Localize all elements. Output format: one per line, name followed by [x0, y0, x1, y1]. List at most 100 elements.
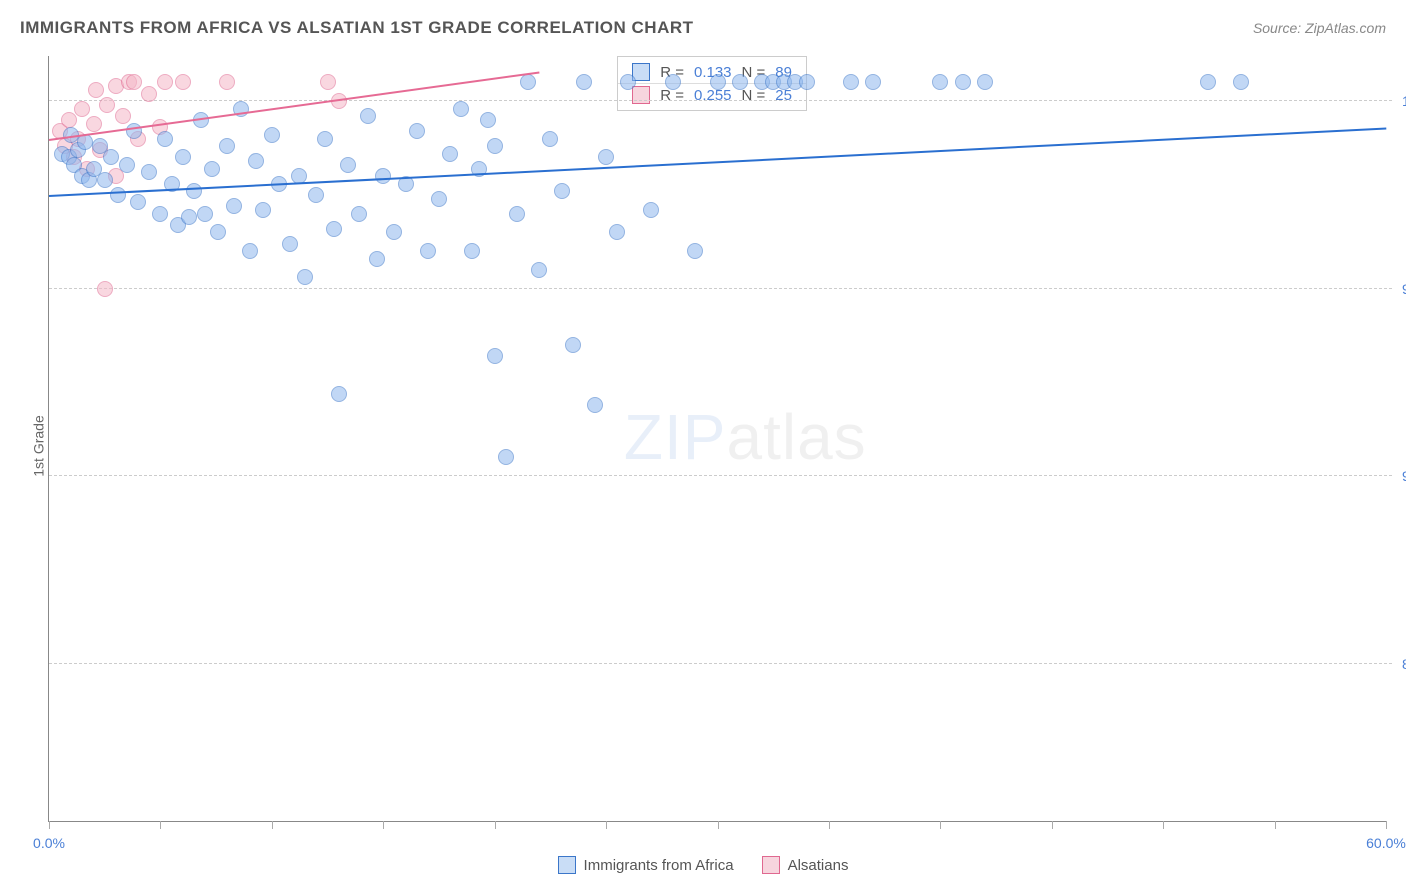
- data-point: [375, 168, 391, 184]
- data-point: [955, 74, 971, 90]
- data-point: [369, 251, 385, 267]
- data-point: [126, 123, 142, 139]
- legend-swatch: [762, 856, 780, 874]
- data-point: [542, 131, 558, 147]
- data-point: [320, 74, 336, 90]
- watermark-atlas: atlas: [726, 401, 866, 473]
- data-point: [141, 164, 157, 180]
- x-tick: [49, 821, 50, 829]
- data-point: [620, 74, 636, 90]
- data-point: [175, 149, 191, 165]
- x-tick: [606, 821, 607, 829]
- data-point: [110, 187, 126, 203]
- x-tick: [495, 821, 496, 829]
- data-point: [282, 236, 298, 252]
- gridline-horizontal: 85.0%: [49, 663, 1392, 664]
- y-tick-label: 90.0%: [1402, 468, 1406, 484]
- data-point: [264, 127, 280, 143]
- watermark-zip: ZIP: [624, 401, 727, 473]
- data-point: [420, 243, 436, 259]
- data-point: [74, 101, 90, 117]
- data-point: [732, 74, 748, 90]
- watermark: ZIPatlas: [624, 400, 867, 474]
- y-tick-label: 85.0%: [1402, 656, 1406, 672]
- x-tick: [829, 821, 830, 829]
- legend-item: Immigrants from Africa: [558, 856, 734, 874]
- series-legend: Immigrants from Africa Alsatians: [0, 856, 1406, 874]
- data-point: [175, 74, 191, 90]
- x-tick: [383, 821, 384, 829]
- data-point: [119, 157, 135, 173]
- gridline-horizontal: 95.0%: [49, 288, 1392, 289]
- x-tick-label: 0.0%: [33, 835, 65, 851]
- data-point: [204, 161, 220, 177]
- data-point: [86, 116, 102, 132]
- x-tick: [1163, 821, 1164, 829]
- x-tick: [160, 821, 161, 829]
- data-point: [99, 97, 115, 113]
- data-point: [97, 172, 113, 188]
- data-point: [386, 224, 402, 240]
- legend-swatch: [632, 86, 650, 104]
- data-point: [609, 224, 625, 240]
- data-point: [598, 149, 614, 165]
- gridline-horizontal: 90.0%: [49, 475, 1392, 476]
- data-point: [340, 157, 356, 173]
- data-point: [103, 149, 119, 165]
- data-point: [865, 74, 881, 90]
- data-point: [141, 86, 157, 102]
- y-tick-label: 100.0%: [1402, 93, 1406, 109]
- data-point: [130, 194, 146, 210]
- data-point: [331, 386, 347, 402]
- data-point: [248, 153, 264, 169]
- data-point: [464, 243, 480, 259]
- data-point: [242, 243, 258, 259]
- data-point: [115, 108, 131, 124]
- data-point: [157, 74, 173, 90]
- data-point: [308, 187, 324, 203]
- data-point: [442, 146, 458, 162]
- data-point: [843, 74, 859, 90]
- data-point: [487, 138, 503, 154]
- data-point: [186, 183, 202, 199]
- data-point: [932, 74, 948, 90]
- data-point: [157, 131, 173, 147]
- data-point: [498, 449, 514, 465]
- data-point: [480, 112, 496, 128]
- data-point: [487, 348, 503, 364]
- x-tick: [1386, 821, 1387, 829]
- chart-title: IMMIGRANTS FROM AFRICA VS ALSATIAN 1ST G…: [20, 18, 694, 38]
- gridline-horizontal: 100.0%: [49, 100, 1392, 101]
- data-point: [977, 74, 993, 90]
- data-point: [61, 112, 77, 128]
- data-point: [360, 108, 376, 124]
- x-tick: [1275, 821, 1276, 829]
- data-point: [710, 74, 726, 90]
- data-point: [297, 269, 313, 285]
- data-point: [255, 202, 271, 218]
- data-point: [126, 74, 142, 90]
- data-point: [587, 397, 603, 413]
- data-point: [317, 131, 333, 147]
- data-point: [181, 209, 197, 225]
- plot-region: ZIPatlas R =0.133N =89R =0.255N =25 85.0…: [48, 56, 1386, 822]
- y-axis-label: 1st Grade: [31, 415, 47, 476]
- data-point: [520, 74, 536, 90]
- chart-area: ZIPatlas R =0.133N =89R =0.255N =25 85.0…: [48, 56, 1386, 822]
- data-point: [554, 183, 570, 199]
- data-point: [210, 224, 226, 240]
- data-point: [431, 191, 447, 207]
- data-point: [219, 74, 235, 90]
- data-point: [97, 281, 113, 297]
- data-point: [565, 337, 581, 353]
- data-point: [1200, 74, 1216, 90]
- data-point: [531, 262, 547, 278]
- x-tick-label: 60.0%: [1366, 835, 1406, 851]
- data-point: [152, 206, 168, 222]
- data-point: [665, 74, 681, 90]
- x-tick: [940, 821, 941, 829]
- legend-item: Alsatians: [762, 856, 849, 874]
- data-point: [326, 221, 342, 237]
- data-point: [643, 202, 659, 218]
- x-tick: [272, 821, 273, 829]
